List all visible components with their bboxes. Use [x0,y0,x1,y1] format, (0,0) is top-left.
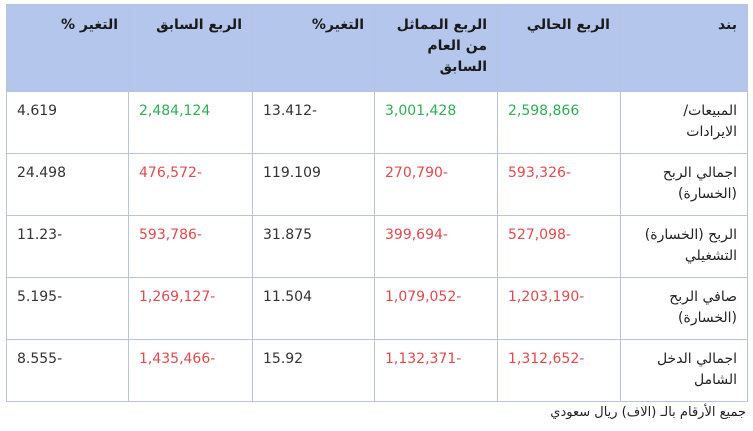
cell-same-last-year: 270,790- [374,153,498,216]
cell-current: 1,203,190- [497,277,621,340]
cell-previous: 1,435,466- [128,339,253,402]
header-item: بند [620,4,748,92]
units-footnote: جميع الأرقام بالـ (الاف) ريال سعودي [550,405,746,420]
header-row: بند الربع الحالي الربع المماثل من العام … [6,4,748,92]
header-change-qoq: التغير % [6,4,129,92]
row-label: صافي الربح (الخسارة) [620,277,748,340]
cell-same-last-year: 3,001,428 [374,91,498,154]
cell-same-last-year: 1,132,371- [374,339,498,402]
table-row: المبيعات/ الايرادات 2,598,866 3,001,428 … [6,91,748,154]
cell-current: 2,598,866 [497,91,621,154]
cell-change-qoq: 5.195- [6,277,129,340]
header-same-quarter-last-year: الربع المماثل من العام السابق [374,4,498,92]
cell-previous: 2,484,124 [128,91,253,154]
cell-previous: 476,572- [128,153,253,216]
table-row: صافي الربح (الخسارة) 1,203,190- 1,079,05… [6,277,748,340]
cell-change-qoq: 8.555- [6,339,129,402]
row-label: اجمالي الربح (الخسارة) [620,153,748,216]
table-row: اجمالي الربح (الخسارة) 593,326- 270,790-… [6,153,748,216]
cell-same-last-year: 1,079,052- [374,277,498,340]
header-change-yoy: التغير% [252,4,375,92]
header-current-quarter: الربع الحالي [497,4,621,92]
row-label: اجمالي الدخل الشامل [620,339,748,402]
cell-change-qoq: 24.498 [6,153,129,216]
cell-same-last-year: 399,694- [374,215,498,278]
cell-current: 593,326- [497,153,621,216]
financial-table: بند الربع الحالي الربع المماثل من العام … [6,4,748,402]
cell-previous: 1,269,127- [128,277,253,340]
table-row: اجمالي الدخل الشامل 1,312,652- 1,132,371… [6,339,748,402]
cell-change-yoy: 13.412- [252,91,375,154]
cell-current: 1,312,652- [497,339,621,402]
table-row: الربح (الخسارة) التشغيلي 527,098- 399,69… [6,215,748,278]
cell-change-yoy: 15.92 [252,339,375,402]
cell-change-qoq: 4.619 [6,91,129,154]
cell-change-yoy: 119.109 [252,153,375,216]
cell-change-yoy: 31.875 [252,215,375,278]
row-label: الربح (الخسارة) التشغيلي [620,215,748,278]
header-previous-quarter: الربع السابق [128,4,253,92]
cell-change-yoy: 11.504 [252,277,375,340]
cell-previous: 593,786- [128,215,253,278]
cell-change-qoq: 11.23- [6,215,129,278]
cell-current: 527,098- [497,215,621,278]
row-label: المبيعات/ الايرادات [620,91,748,154]
